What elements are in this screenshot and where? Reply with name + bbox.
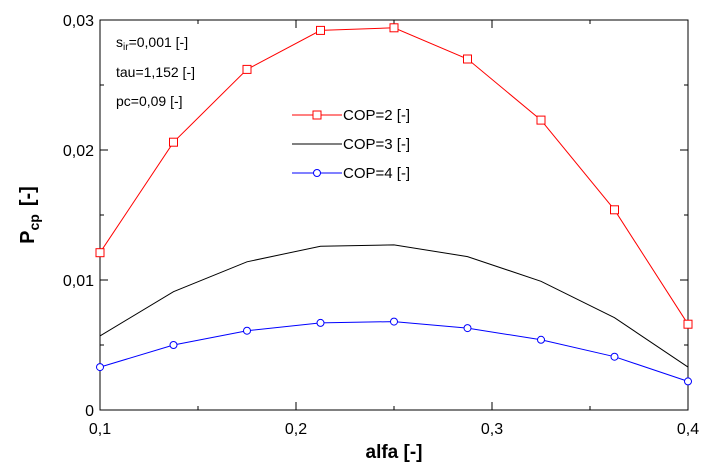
data-point: [463, 54, 472, 64]
data-point: [683, 319, 693, 329]
data-point: [243, 326, 251, 335]
legend: COP=2 [-] COP=3 [-] COP=4 [-]: [292, 107, 410, 182]
series-3-group: [99, 244, 689, 368]
y-axis-title-sub: cp: [26, 214, 42, 230]
y-tick-label: 0,01: [63, 273, 94, 290]
data-point: [96, 363, 104, 372]
legend-item-cop4: COP=4 [-]: [292, 165, 410, 182]
x-tick-label: 0,1: [89, 421, 111, 438]
data-point: [536, 115, 546, 125]
annotation-line-2: tau=1,152 [-]: [116, 64, 195, 80]
data-point: [169, 341, 178, 349]
annotation-1-main: s: [116, 34, 123, 50]
legend-marker-cop2: [312, 110, 322, 120]
annotation-2-main: tau=1,152 [-]: [116, 64, 195, 80]
y-tick-label: 0,02: [63, 143, 94, 160]
data-point: [316, 318, 325, 327]
data-point: [95, 248, 105, 258]
annotation-line-1: sir=0,001 [-]: [116, 34, 188, 53]
x-tick-label: 0,3: [481, 421, 503, 438]
data-point: [684, 377, 692, 386]
data-point: [537, 335, 545, 344]
data-point: [610, 205, 619, 215]
data-point: [169, 137, 178, 147]
legend-label-cop2: COP=2 [-]: [343, 107, 410, 124]
data-point: [242, 64, 252, 74]
annotation-line-3: pc=0,09 [-]: [116, 93, 183, 109]
data-point: [390, 317, 398, 326]
y-tick-label: 0,03: [63, 13, 94, 30]
data-point: [610, 352, 619, 361]
annotation-3-main: pc=0,09 [-]: [116, 93, 183, 109]
legend-label-cop4: COP=4 [-]: [343, 165, 410, 182]
series-line: [99, 244, 689, 368]
legend-item-cop2: COP=2 [-]: [292, 107, 410, 124]
data-point: [463, 324, 472, 333]
series-layer: [95, 23, 693, 386]
axis-ticks: 0,1 0,2 0,3 0,4 0 0,01 0,02 0,03: [63, 13, 699, 438]
legend-marker-cop4: [313, 169, 321, 177]
y-tick-label: 0: [85, 403, 94, 420]
series-4-group: [96, 317, 692, 386]
legend-item-cop3: COP=3 [-]: [292, 136, 410, 153]
y-axis-title-unit: [-]: [17, 186, 39, 206]
annotation-1-rest: =0,001 [-]: [129, 34, 189, 50]
legend-label-cop3: COP=3 [-]: [343, 136, 410, 153]
x-tick-label: 0,2: [285, 421, 307, 438]
x-axis-title: alfa [-]: [366, 442, 423, 463]
annotation-box: sir=0,001 [-] tau=1,152 [-] pc=0,09 [-]: [116, 34, 195, 109]
series-2-group: [95, 23, 693, 329]
data-point: [389, 23, 399, 33]
y-axis-title-main: P: [17, 230, 39, 243]
annotation-1-sub: ir: [123, 42, 129, 53]
data-point: [316, 25, 325, 35]
y-axis-title: Pcp [-]: [17, 186, 42, 244]
x-tick-label: 0,4: [677, 421, 699, 438]
series-line: [99, 321, 689, 382]
